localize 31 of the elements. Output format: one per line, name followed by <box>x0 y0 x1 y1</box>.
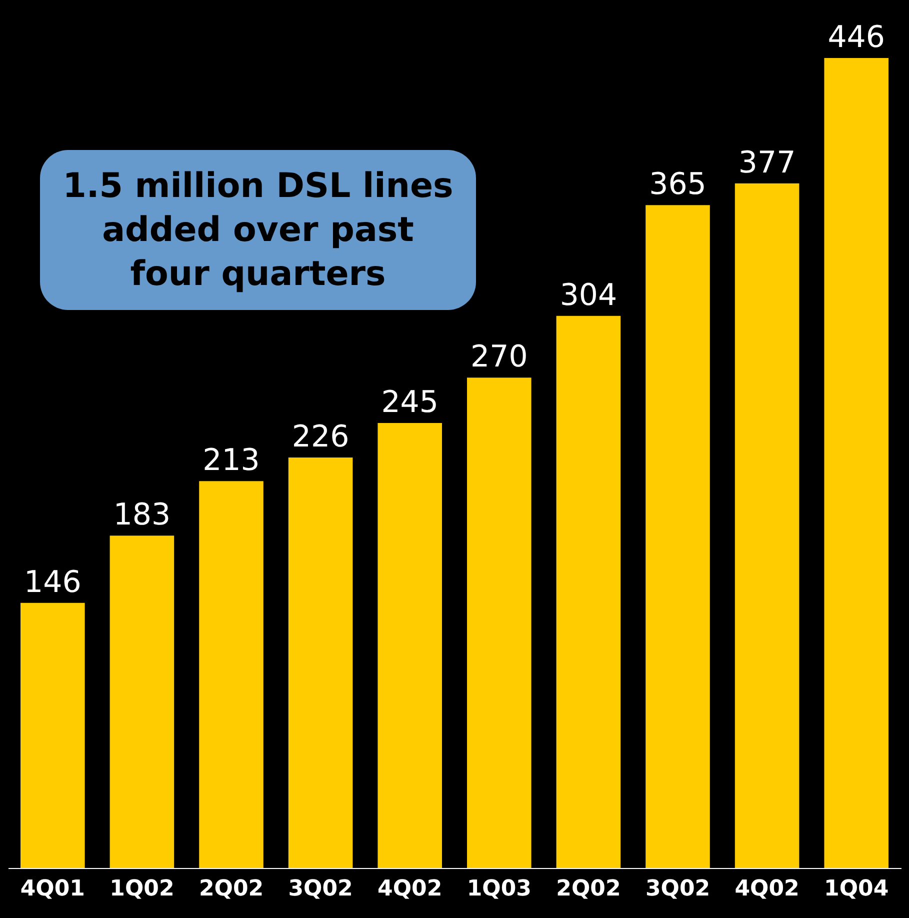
x-tick-label: 4Q01 <box>20 876 85 902</box>
data-label: 183 <box>113 498 171 533</box>
bar <box>288 458 353 868</box>
bar <box>110 536 174 868</box>
data-label: 146 <box>24 564 82 600</box>
x-tick-label: 3Q02 <box>645 876 710 902</box>
bar <box>734 183 800 868</box>
x-tick-label: 1Q04 <box>824 876 889 902</box>
bar <box>199 481 264 868</box>
bar <box>646 205 710 868</box>
data-label: 226 <box>292 420 350 455</box>
x-tick-label: 4Q02 <box>734 876 800 902</box>
x-tick-label: 2Q02 <box>198 876 264 902</box>
x-tick-label: 3Q02 <box>288 876 353 902</box>
x-tick-label: 1Q02 <box>110 876 174 902</box>
x-tick-label: 1Q03 <box>466 876 532 902</box>
data-label: 213 <box>202 443 260 478</box>
annotation: 1.5 million DSL lines added over past four quarters <box>40 150 476 310</box>
data-label: 304 <box>560 278 618 313</box>
data-label: 365 <box>649 167 706 202</box>
bar <box>467 378 532 868</box>
x-tick-label: 2Q02 <box>556 876 621 902</box>
x-tick-label: 4Q02 <box>378 876 442 902</box>
data-label: 245 <box>381 385 438 420</box>
bar <box>378 423 442 868</box>
data-label: 270 <box>470 340 528 375</box>
bar <box>20 602 85 868</box>
bar <box>556 316 621 868</box>
data-label: 446 <box>828 20 885 55</box>
bar <box>824 58 888 868</box>
data-label: 377 <box>738 145 796 180</box>
